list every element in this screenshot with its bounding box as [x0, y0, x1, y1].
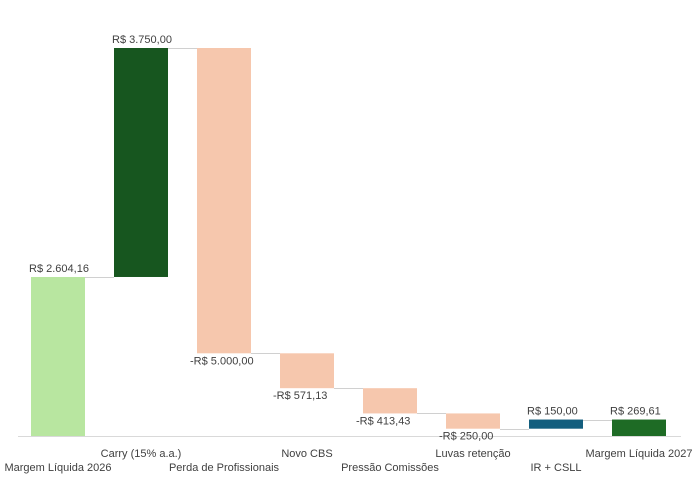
- category-label-7: Margem Líquida 2027: [585, 448, 692, 460]
- category-label-6: IR + CSLL: [530, 462, 581, 474]
- category-label-4: Pressão Comissões: [341, 462, 439, 474]
- bar-4: [363, 388, 417, 414]
- data-label-3: -R$ 571,13: [273, 390, 327, 402]
- data-label-0: R$ 2.604,16: [29, 263, 89, 275]
- category-label-1: Carry (15% a.a.): [101, 448, 182, 460]
- bar-5: [446, 413, 500, 429]
- category-label-5: Luvas retenção: [435, 448, 510, 460]
- category-label-0: Margem Líquida 2026: [4, 462, 111, 474]
- bar-2: [197, 48, 251, 354]
- data-label-7: R$ 269,61: [610, 406, 661, 418]
- data-label-2: -R$ 5.000,00: [190, 355, 254, 367]
- bar-1: [114, 48, 168, 277]
- category-label-3: Novo CBS: [281, 448, 332, 460]
- data-label-1: R$ 3.750,00: [112, 34, 172, 46]
- bar-0: [31, 276, 85, 436]
- data-label-4: -R$ 413,43: [356, 415, 410, 427]
- data-label-6: R$ 150,00: [527, 406, 578, 418]
- data-label-5: -R$ 250,00: [439, 431, 493, 443]
- bar-3: [280, 353, 334, 389]
- bar-6: [529, 419, 583, 429]
- category-label-2: Perda de Profissionais: [169, 462, 280, 474]
- bar-7: [612, 419, 666, 436]
